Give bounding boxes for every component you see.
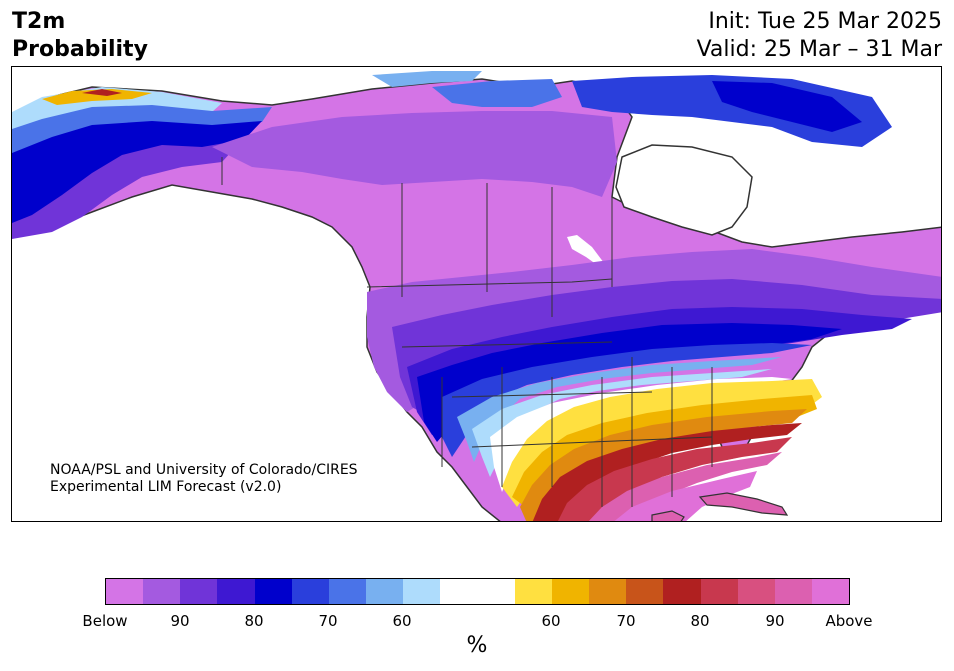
mexico-south xyxy=(651,510,685,521)
colorbar xyxy=(105,578,850,605)
cold-band-pale xyxy=(472,369,772,477)
colorbar-cell xyxy=(626,579,664,604)
near-normal-strip xyxy=(490,377,792,492)
colorbar-cell xyxy=(811,579,850,604)
colorbar-unit: % xyxy=(466,633,488,658)
alaska-warm-patch xyxy=(42,89,152,105)
colorbar-cell xyxy=(106,579,144,604)
colorbar-tick-label: 60 xyxy=(392,612,412,630)
colorbar-tick-label: 60 xyxy=(541,612,561,630)
colorbar-tick-label: 90 xyxy=(765,612,785,630)
colorbar-cell xyxy=(217,579,255,604)
colorbar-cell xyxy=(328,579,367,604)
colorbar-cell xyxy=(589,579,627,604)
colorbar-tick-label: 80 xyxy=(244,612,264,630)
colorbar-tick-label: Above xyxy=(825,612,873,630)
colorbar-cell xyxy=(440,579,478,604)
product-label: Probability xyxy=(12,37,148,62)
alaska-red-patch xyxy=(82,89,122,96)
arctic-light xyxy=(372,71,482,87)
valid-dates: Valid: 25 Mar – 31 Mar xyxy=(696,37,942,62)
colorbar-cell xyxy=(737,579,775,604)
warm-above xyxy=(614,471,757,521)
init-date: Init: Tue 25 Mar 2025 xyxy=(708,9,942,34)
colorbar-cell xyxy=(774,579,812,604)
colorbar-cell xyxy=(514,579,552,604)
colorbar-tick-label: Below xyxy=(82,612,128,630)
colorbar-cell xyxy=(663,579,701,604)
credit-line-2: Experimental LIM Forecast (v2.0) xyxy=(50,479,282,495)
arctic-mid xyxy=(432,79,562,107)
arctic-core xyxy=(712,81,862,132)
colorbar-cell xyxy=(403,579,441,604)
colorbar-cell xyxy=(477,579,515,604)
colorbar-cell xyxy=(366,579,404,604)
west-purple-band xyxy=(212,111,617,197)
colorbar-cell xyxy=(291,579,329,604)
cuba xyxy=(698,492,789,516)
map-panel: NOAA/PSL and University of Colorado/CIRE… xyxy=(11,66,942,522)
cold-band-blue xyxy=(442,343,812,457)
colorbar-tick-label: 80 xyxy=(690,612,710,630)
cold-band-light xyxy=(457,357,782,462)
warm-red xyxy=(532,423,802,521)
cold-band-core xyxy=(417,323,842,442)
political-borders xyxy=(221,157,713,507)
map-title: T2m Probability xyxy=(12,8,148,64)
alaska-blue-band xyxy=(12,105,272,155)
hudson-bay xyxy=(615,144,753,236)
colorbar-cell xyxy=(551,579,590,604)
colorbar-cell xyxy=(143,579,181,604)
colorbar-tick-label: 70 xyxy=(616,612,636,630)
lake-winnipeg xyxy=(567,235,604,267)
colorbar-cell xyxy=(254,579,292,604)
colorbar-cell xyxy=(700,579,738,604)
forecast-dates: Init: Tue 25 Mar 2025 Valid: 25 Mar – 31… xyxy=(697,8,942,64)
colorbar-tick-label: 70 xyxy=(318,612,338,630)
credit-text: NOAA/PSL and University of Colorado/CIRE… xyxy=(50,462,358,496)
probability-map xyxy=(12,67,941,521)
warm-pink xyxy=(588,452,782,521)
variable-label: T2m xyxy=(12,9,66,34)
credit-line-1: NOAA/PSL and University of Colorado/CIRE… xyxy=(50,462,358,478)
colorbar-tick-label: 90 xyxy=(170,612,190,630)
colorbar-cell xyxy=(180,579,218,604)
alaska-purple xyxy=(12,140,242,239)
